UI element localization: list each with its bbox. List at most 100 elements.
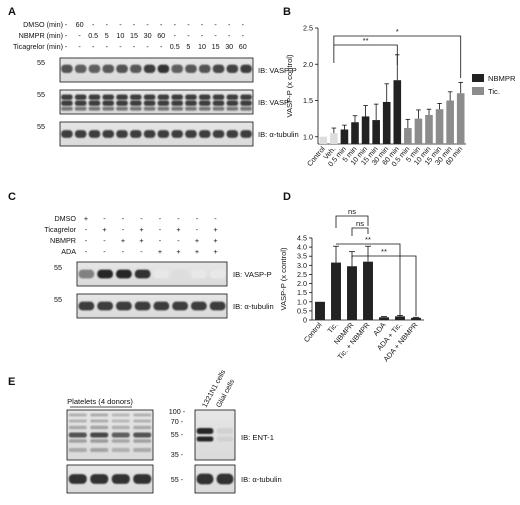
panel-c-blot-band — [134, 269, 151, 279]
panel-e-blot-platelets-band — [90, 432, 109, 438]
panel-c-label: C — [8, 191, 16, 203]
panel-c-cell: + — [213, 247, 217, 256]
panel-b-bar — [319, 136, 328, 144]
panel-a-cell: - — [92, 42, 95, 51]
panel-c-cell: - — [196, 225, 199, 234]
panel-a-blot-band — [212, 64, 225, 73]
panel-a-blot-band — [102, 94, 115, 100]
panel-b-bar — [393, 80, 402, 144]
panel-b-bar — [361, 116, 370, 144]
panel-e-blot-cells-band — [216, 428, 234, 434]
panel-a-cell: - — [228, 20, 231, 29]
panel-a-mw-marker: 55 — [37, 122, 45, 131]
panel-e-blot-platelets-band — [68, 448, 87, 452]
panel-c-cell: + — [121, 236, 125, 245]
panel-a-blot-band — [88, 100, 101, 106]
panel-a-blot-band — [116, 106, 128, 111]
panel-d-label: D — [283, 191, 291, 203]
panel-a-blot-band — [226, 130, 239, 138]
panel-e-label: E — [8, 376, 15, 388]
panel-a-blot-band — [240, 106, 252, 111]
panel-a: A DMSO (min) -60- - - - - - - - - - - -NBMPR (min) - -… — [8, 6, 299, 147]
panel-a-cell: - — [160, 20, 163, 29]
panel-a-blot-band — [240, 94, 252, 100]
panel-a-blot-band — [226, 100, 239, 106]
panel-a-cell: - — [106, 42, 109, 51]
panel-a-blot-band — [102, 100, 115, 106]
panel-e-blot-platelets-band — [133, 432, 152, 438]
panel-a-blot-band — [130, 64, 142, 73]
panel-a-blot-band — [88, 64, 101, 73]
panel-e-tubulin-platelets-band — [68, 474, 87, 484]
panel-a-blot-band — [102, 64, 115, 73]
panel-e-group-left-label: Platelets (4 donors) — [67, 397, 133, 406]
panel-c-row-label: NBMPR — [50, 236, 76, 245]
panel-c-blots: 55 IB: VASP-P 55 IB: α-tubulin — [54, 261, 274, 319]
panel-c-cell: + — [176, 225, 180, 234]
panel-b-bar — [351, 122, 359, 144]
panel-a-blot-band — [116, 130, 128, 138]
panel-a-cell: - — [242, 20, 245, 29]
panel-d-y-tick-label: 0.5 — [297, 306, 307, 315]
panel-c-cell: - — [122, 225, 125, 234]
panel-a-blot-band — [130, 94, 142, 100]
panel-d-y-tick-label: 4.5 — [297, 234, 307, 243]
panel-c-row-label: DMSO — [54, 214, 76, 223]
panel-c-cell: + — [195, 247, 199, 256]
panel-a-blot-band — [88, 130, 101, 138]
panel-c-cell: - — [85, 236, 88, 245]
panel-a-blot-band — [143, 64, 156, 73]
panel-d-bar — [379, 317, 389, 320]
panel-d-significance-label: ns — [356, 219, 364, 228]
panel-c-cell: + — [213, 236, 217, 245]
panel-d-significance-label: ns — [348, 207, 356, 216]
panel-c-blot-band — [116, 269, 132, 279]
panel-e-blot-platelets-band — [68, 419, 87, 423]
panel-c-cell: - — [85, 247, 88, 256]
panel-a-cell: - — [187, 20, 190, 29]
panel-a-blot-band — [198, 100, 211, 106]
panel-e-blot-cells-band — [196, 436, 214, 442]
panel-e-blot-platelets-band — [68, 413, 87, 417]
panel-c-blot-band — [78, 301, 95, 311]
panel-c-cell: - — [122, 247, 125, 256]
panel-a-blot-band — [185, 94, 197, 100]
panel-a-cell: - — [228, 31, 231, 40]
panel-c-row-label: Ticagrelor — [44, 225, 76, 234]
panel-b-legend-swatch — [472, 74, 484, 82]
panel-c-cell: + — [213, 225, 217, 234]
panel-c-mw-marker: 55 — [54, 295, 62, 304]
panel-e-tubulin-platelets-band — [133, 474, 152, 484]
panel-a-cell: - — [201, 20, 204, 29]
panel-a-blot-band — [226, 106, 239, 111]
panel-a-blot-band — [61, 94, 73, 100]
panel-e-blot-cells-band — [216, 436, 234, 442]
panel-c-blot-band — [172, 269, 188, 279]
panel-a-cell: - — [146, 42, 149, 51]
panel-d-significance-bracket — [351, 255, 417, 316]
panel-c-blot-band — [209, 269, 226, 279]
panel-d-significance-bracket — [335, 215, 369, 228]
panel-a-blot-band — [198, 130, 211, 138]
panel-a-cell: - — [214, 20, 217, 29]
panel-b-bar — [404, 128, 412, 144]
panel-a-cell: 60 — [76, 20, 84, 29]
panel-b-label: B — [283, 6, 291, 18]
panel-c-blot-band — [191, 301, 207, 311]
panel-a-cell: - — [174, 31, 177, 40]
panel-c-blot-band — [153, 301, 170, 311]
panel-a-cell: - — [78, 31, 81, 40]
panel-b-y-tick-label: 1.0 — [303, 132, 313, 141]
panel-c-blot-band — [209, 301, 226, 311]
panel-b-legend-label: Tic. — [488, 87, 500, 96]
panel-a-blot-band — [157, 130, 170, 138]
panel-a-blot-band — [198, 94, 211, 100]
panel-c-cell: - — [159, 214, 162, 223]
panel-a-blot-band — [74, 106, 87, 111]
panel-b-bar — [456, 93, 465, 144]
panel-a-cell: - — [160, 42, 163, 51]
panel-a-cell: 60 — [157, 31, 165, 40]
panel-a-blot-band — [74, 100, 87, 106]
